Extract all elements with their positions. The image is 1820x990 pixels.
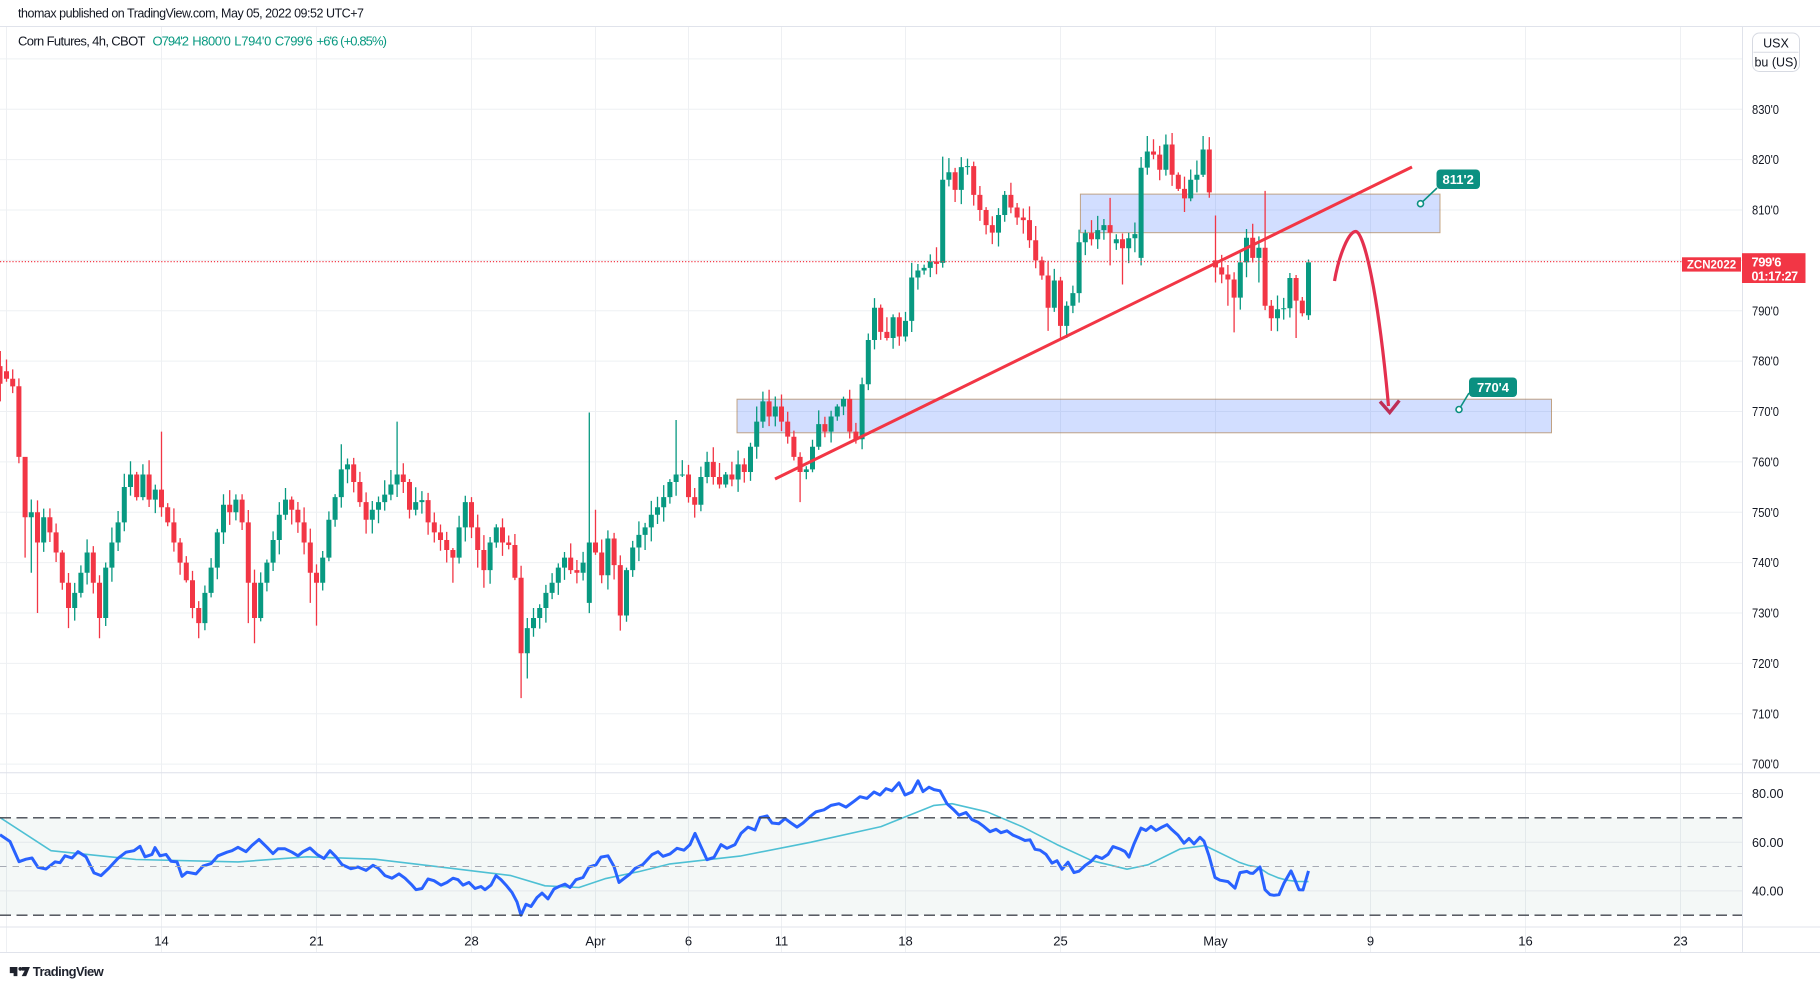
svg-text:16: 16 [1518,934,1532,949]
svg-text:TradingView: TradingView [33,964,105,979]
svg-text:730'0: 730'0 [1752,606,1779,621]
svg-text:14: 14 [154,934,168,949]
svg-text:810'0: 810'0 [1752,203,1779,218]
svg-text:ZCN2022: ZCN2022 [1687,259,1736,271]
svg-text:18: 18 [898,934,912,949]
svg-text:USX: USX [1763,37,1789,51]
svg-text:720'0: 720'0 [1752,656,1779,671]
svg-text:Corn Futures, 4h, CBOT: Corn Futures, 4h, CBOT [18,34,146,49]
svg-text:6: 6 [685,934,692,949]
svg-text:770'0: 770'0 [1752,404,1779,419]
svg-text:C799'6: C799'6 [275,34,313,49]
svg-text:790'0: 790'0 [1752,303,1779,318]
svg-text:Apr: Apr [585,934,606,949]
svg-text:H800'0: H800'0 [192,34,231,49]
svg-text:11: 11 [775,934,789,949]
svg-text:L794'0: L794'0 [234,34,271,49]
svg-text:28: 28 [464,934,478,949]
svg-text:01:17:27: 01:17:27 [1752,269,1799,283]
svg-text:25: 25 [1053,934,1067,949]
svg-text:830'0: 830'0 [1752,102,1779,117]
svg-text:811'2: 811'2 [1443,172,1474,187]
svg-text:80.00: 80.00 [1752,786,1784,801]
svg-text:60.00: 60.00 [1752,835,1784,850]
svg-text:+6'6 (+0.85%): +6'6 (+0.85%) [317,34,388,49]
svg-text:750'0: 750'0 [1752,505,1779,520]
svg-text:O794'2: O794'2 [153,34,190,49]
svg-text:thomax published on TradingVie: thomax published on TradingView.com, May… [18,7,364,21]
svg-text:820'0: 820'0 [1752,152,1779,167]
svg-text:23: 23 [1673,934,1687,949]
svg-text:710'0: 710'0 [1752,706,1779,721]
svg-text:21: 21 [309,934,323,949]
svg-text:700'0: 700'0 [1752,757,1779,772]
svg-text:40.00: 40.00 [1752,884,1784,899]
svg-text:9: 9 [1367,934,1374,949]
svg-text:780'0: 780'0 [1752,354,1779,369]
svg-text:bu (US): bu (US) [1754,56,1797,70]
svg-text:May: May [1203,934,1228,949]
svg-text:770'4: 770'4 [1477,380,1510,395]
svg-text:799'6: 799'6 [1752,254,1782,269]
svg-text:760'0: 760'0 [1752,455,1779,470]
svg-text:740'0: 740'0 [1752,555,1779,570]
